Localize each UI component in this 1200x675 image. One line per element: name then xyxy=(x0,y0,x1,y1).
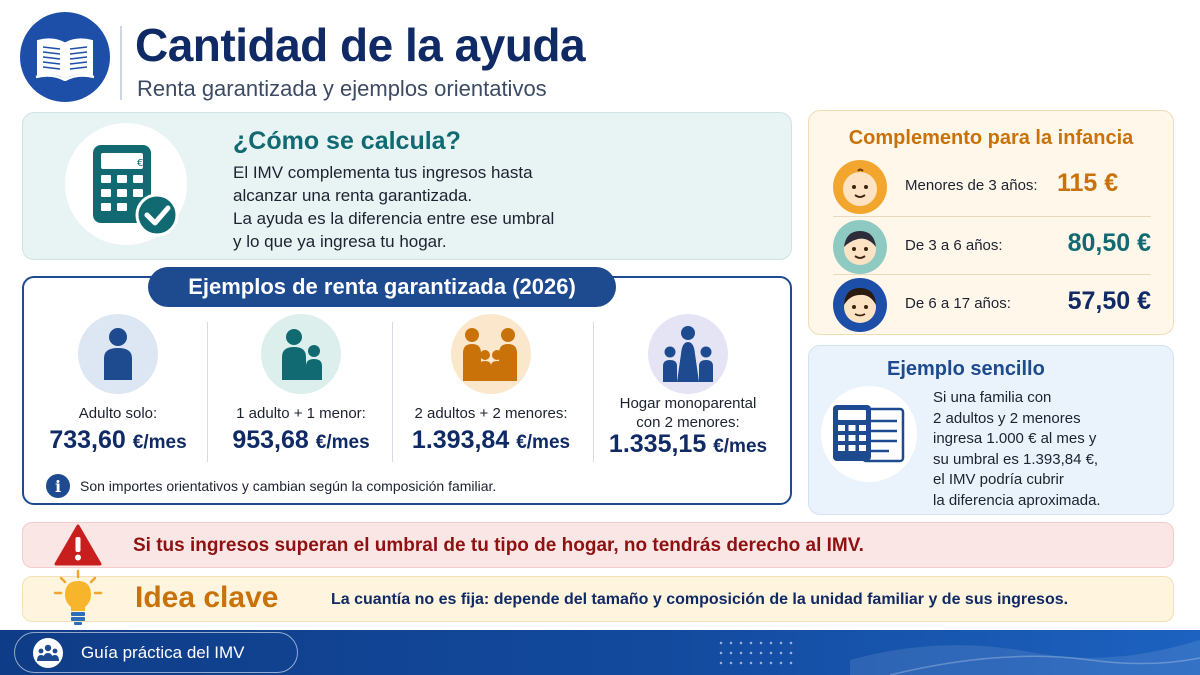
teen-face-icon xyxy=(833,278,887,332)
calculation-text-line: y lo que ya ingresa tu hogar. xyxy=(233,232,447,251)
key-idea-banner: Idea clave La cuantía no es fija: depend… xyxy=(22,569,1174,625)
calculation-text: El IMV complementa tus ingresos hasta al… xyxy=(233,161,554,253)
calculation-text-line: El IMV complementa tus ingresos hasta xyxy=(233,163,533,182)
example-value: 1.393,84 €/mes xyxy=(411,426,571,454)
example-single-adult: Adulto solo: 733,60 €/mes xyxy=(23,310,213,470)
page-title: Cantidad de la ayuda xyxy=(135,19,586,71)
examples-title: Ejemplos de renta garantizada (2026) xyxy=(148,267,616,307)
single-adult-icon xyxy=(78,314,158,394)
example-adult-child: 1 adulto + 1 menor: 953,68 €/mes xyxy=(206,310,396,470)
example-label: Adulto solo: xyxy=(78,405,158,422)
complement-value: 115 € xyxy=(1057,169,1119,197)
example-label: con 2 menores: xyxy=(636,414,740,431)
example-label: 1 adulto + 1 menor: xyxy=(236,405,366,422)
complement-label: De 6 a 17 años: xyxy=(905,295,1011,312)
footer: Guía práctica del IMV xyxy=(0,630,1200,675)
simple-example-heading: Ejemplo sencillo xyxy=(887,358,1045,380)
key-idea-title: Idea clave xyxy=(135,581,279,614)
calculation-text-line: alcanzar una renta garantizada. xyxy=(233,186,473,205)
complement-label: Menores de 3 años: xyxy=(905,177,1038,194)
complement-value: 57,50 € xyxy=(1067,287,1151,315)
calculation-text-line: La ayuda es la diferencia entre ese umbr… xyxy=(233,209,555,228)
warning-banner: Si tus ingresos superan el umbral de tu … xyxy=(22,522,1174,568)
info-icon: i xyxy=(46,474,70,498)
example-family-four: 2 adultos + 2 menores: 1.393,84 €/mes xyxy=(396,310,586,470)
simple-example-line: Si una familia con xyxy=(933,389,1052,406)
simple-example-line: ingresa 1.000 € al mes y xyxy=(933,430,1097,447)
warning-text: Si tus ingresos superan el umbral de tu … xyxy=(133,535,864,556)
header-logo xyxy=(20,12,110,102)
key-idea-text: La cuantía no es fija: depende del tamañ… xyxy=(331,591,1069,608)
calculator-check-icon: € xyxy=(65,123,187,245)
simple-example-line: el IMV podría cubrir xyxy=(933,471,1064,488)
example-value: 953,68 €/mes xyxy=(232,426,370,454)
simple-example-card: Ejemplo sencillo Si una familia con 2 ad… xyxy=(808,345,1174,515)
footer-wave-decoration xyxy=(850,640,1200,675)
single-parent-family-icon xyxy=(648,314,728,394)
note-text: Son importes orientativos y cambian segú… xyxy=(80,478,497,494)
header-divider xyxy=(120,26,122,100)
warning-icon xyxy=(54,524,102,566)
example-value: 1.335,15 €/mes xyxy=(608,430,768,458)
baby-face-icon xyxy=(833,160,887,214)
footer-guide-badge: Guía práctica del IMV xyxy=(14,632,298,673)
example-label: 2 adultos + 2 menores: xyxy=(414,405,568,422)
footer-decoration xyxy=(716,638,796,668)
complement-label: De 3 a 6 años: xyxy=(905,237,1003,254)
examples-note: i Son importes orientativos y cambian se… xyxy=(46,474,496,498)
calculation-heading: ¿Cómo se calcula? xyxy=(233,127,461,155)
footer-label: Guía práctica del IMV xyxy=(81,643,245,662)
lightbulb-icon xyxy=(53,569,103,625)
childhood-complement-card: Complemento para la infancia Menores de … xyxy=(808,110,1174,335)
column-divider xyxy=(207,322,208,462)
complement-row: De 6 a 17 años: 57,50 € xyxy=(833,274,1151,332)
simple-example-line: la diferencia aproximada. xyxy=(933,491,1101,509)
complement-row: Menores de 3 años: 115 € xyxy=(833,157,1151,215)
adult-child-icon xyxy=(261,314,341,394)
example-value: 733,60 €/mes xyxy=(49,426,187,454)
column-divider xyxy=(593,322,594,462)
column-divider xyxy=(392,322,393,462)
calculator-document-icon xyxy=(821,386,917,482)
complement-value: 80,50 € xyxy=(1067,229,1151,257)
calculation-card: € ¿Cómo se calcula? El IMV complementa t… xyxy=(22,112,792,260)
simple-example-line: 2 adultos y 2 menores xyxy=(933,409,1081,427)
svg-text:€: € xyxy=(137,158,143,169)
simple-example-text: Si una familia con 2 adultos y 2 menores… xyxy=(933,388,1101,511)
complement-heading: Complemento para la infancia xyxy=(848,127,1134,149)
example-label: Hogar monoparental xyxy=(619,395,757,412)
simple-example-line: su umbral es 1.393,84 €, xyxy=(933,450,1099,468)
page-subtitle: Renta garantizada y ejemplos orientativo… xyxy=(137,76,547,101)
example-single-parent: Hogar monoparental con 2 menores: 1.335,… xyxy=(593,310,783,470)
complement-row: De 3 a 6 años: 80,50 € xyxy=(833,216,1151,274)
child-face-icon xyxy=(833,220,887,274)
book-icon xyxy=(35,38,95,81)
family-four-icon xyxy=(451,314,531,394)
people-icon xyxy=(33,638,63,668)
